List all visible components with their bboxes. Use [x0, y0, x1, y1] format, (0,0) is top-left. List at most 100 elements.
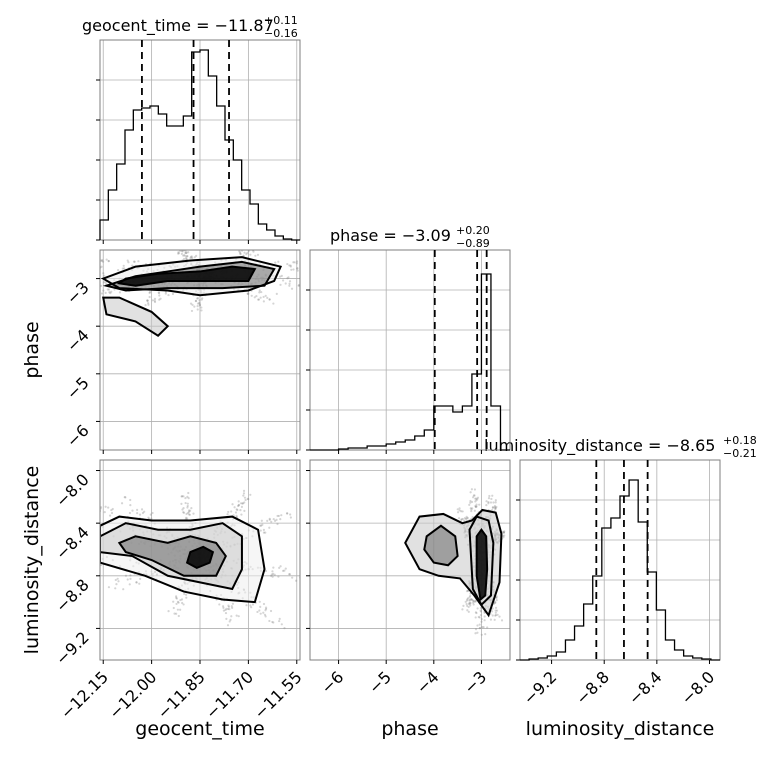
sample-point — [182, 254, 185, 257]
sample-point — [93, 497, 95, 499]
sample-point — [502, 531, 506, 534]
sample-point — [288, 573, 291, 576]
sample-point — [237, 615, 240, 618]
sample-point — [235, 508, 238, 511]
sample-point — [90, 501, 92, 503]
sample-point — [100, 506, 103, 509]
sample-point — [88, 276, 90, 278]
sample-point — [467, 605, 470, 609]
sample-point — [185, 517, 189, 520]
sample-point — [190, 309, 194, 313]
sample-point — [100, 259, 103, 262]
sample-point — [471, 507, 474, 510]
sample-point — [291, 576, 294, 579]
sample-point — [316, 258, 318, 260]
sample-point — [186, 502, 189, 505]
sample-point — [317, 264, 319, 266]
sample-point — [123, 267, 126, 270]
sample-point — [48, 566, 50, 568]
xlabel-phase: phase — [381, 718, 438, 740]
sample-point — [57, 514, 59, 516]
sample-point — [196, 297, 200, 300]
sample-point — [264, 531, 267, 534]
hist-frame-luminosity_distance — [519, 459, 721, 661]
sample-point — [474, 500, 477, 503]
sample-point — [45, 276, 47, 278]
xtick-label-phase-0: −6 — [317, 667, 347, 697]
title-phase-upper: +0.20 — [456, 224, 490, 237]
sample-point — [460, 519, 463, 522]
sample-point — [177, 614, 180, 618]
sample-point — [272, 572, 275, 575]
sample-point — [463, 519, 466, 522]
sample-point — [70, 518, 72, 520]
sample-point — [193, 305, 196, 308]
sample-point — [240, 505, 244, 509]
sample-point — [230, 615, 233, 618]
sample-point — [136, 511, 139, 515]
sample-point — [143, 510, 146, 513]
sample-point — [470, 508, 473, 511]
sample-point — [272, 566, 275, 569]
sample-point — [262, 611, 265, 614]
sample-point — [479, 614, 482, 617]
sample-point — [89, 563, 91, 565]
sample-point — [116, 577, 119, 580]
sample-point — [222, 605, 225, 608]
sample-point — [97, 521, 99, 523]
sample-point — [129, 577, 132, 580]
xtick-label-geocent_time-4: −11.55 — [250, 667, 305, 722]
sample-point — [151, 511, 154, 515]
sample-point — [483, 611, 486, 615]
sample-point — [474, 497, 477, 500]
sample-point — [268, 298, 271, 301]
panel-frame-luminosity_distance-vs-phase — [309, 459, 511, 661]
sample-point — [132, 260, 136, 263]
sample-point — [180, 502, 183, 505]
sample-point — [460, 518, 463, 521]
sample-point — [473, 488, 477, 491]
sample-point — [222, 606, 225, 610]
sample-point — [472, 600, 475, 603]
sample-point — [94, 256, 96, 258]
sample-point — [196, 297, 199, 300]
sample-point — [84, 562, 86, 564]
sample-point — [224, 611, 228, 615]
sample-point — [120, 502, 124, 505]
sample-point — [269, 574, 273, 577]
sample-point — [502, 531, 505, 534]
sample-point — [149, 513, 152, 516]
sample-point — [136, 508, 139, 511]
sample-point — [237, 503, 241, 506]
sample-point — [189, 509, 192, 512]
sample-point — [280, 623, 283, 626]
sample-point — [184, 516, 188, 519]
sample-point — [250, 294, 253, 297]
sample-point — [469, 499, 472, 503]
sample-point — [471, 500, 474, 504]
sample-point — [189, 302, 193, 305]
sample-point — [192, 512, 195, 515]
sample-point — [78, 561, 80, 563]
sample-point — [236, 508, 239, 512]
sample-point — [252, 246, 254, 248]
sample-point — [284, 282, 287, 285]
sample-point — [225, 607, 228, 610]
sample-point — [107, 586, 111, 589]
sample-point — [265, 241, 267, 243]
sample-point — [100, 265, 103, 268]
sample-point — [108, 514, 112, 517]
sample-point — [181, 250, 184, 253]
sample-point — [175, 597, 178, 600]
sample-point — [476, 607, 479, 610]
sample-point — [107, 506, 110, 509]
sample-point — [183, 253, 186, 257]
ytick-label-luminosity_distance-2: −8.4 — [52, 523, 93, 564]
sample-point — [237, 504, 240, 507]
sample-point — [276, 522, 279, 526]
contour-line-0 — [185, 545, 215, 569]
density-fill-2 — [103, 297, 168, 336]
sample-point — [491, 607, 494, 610]
sample-point — [102, 289, 105, 292]
sample-point — [245, 604, 248, 607]
